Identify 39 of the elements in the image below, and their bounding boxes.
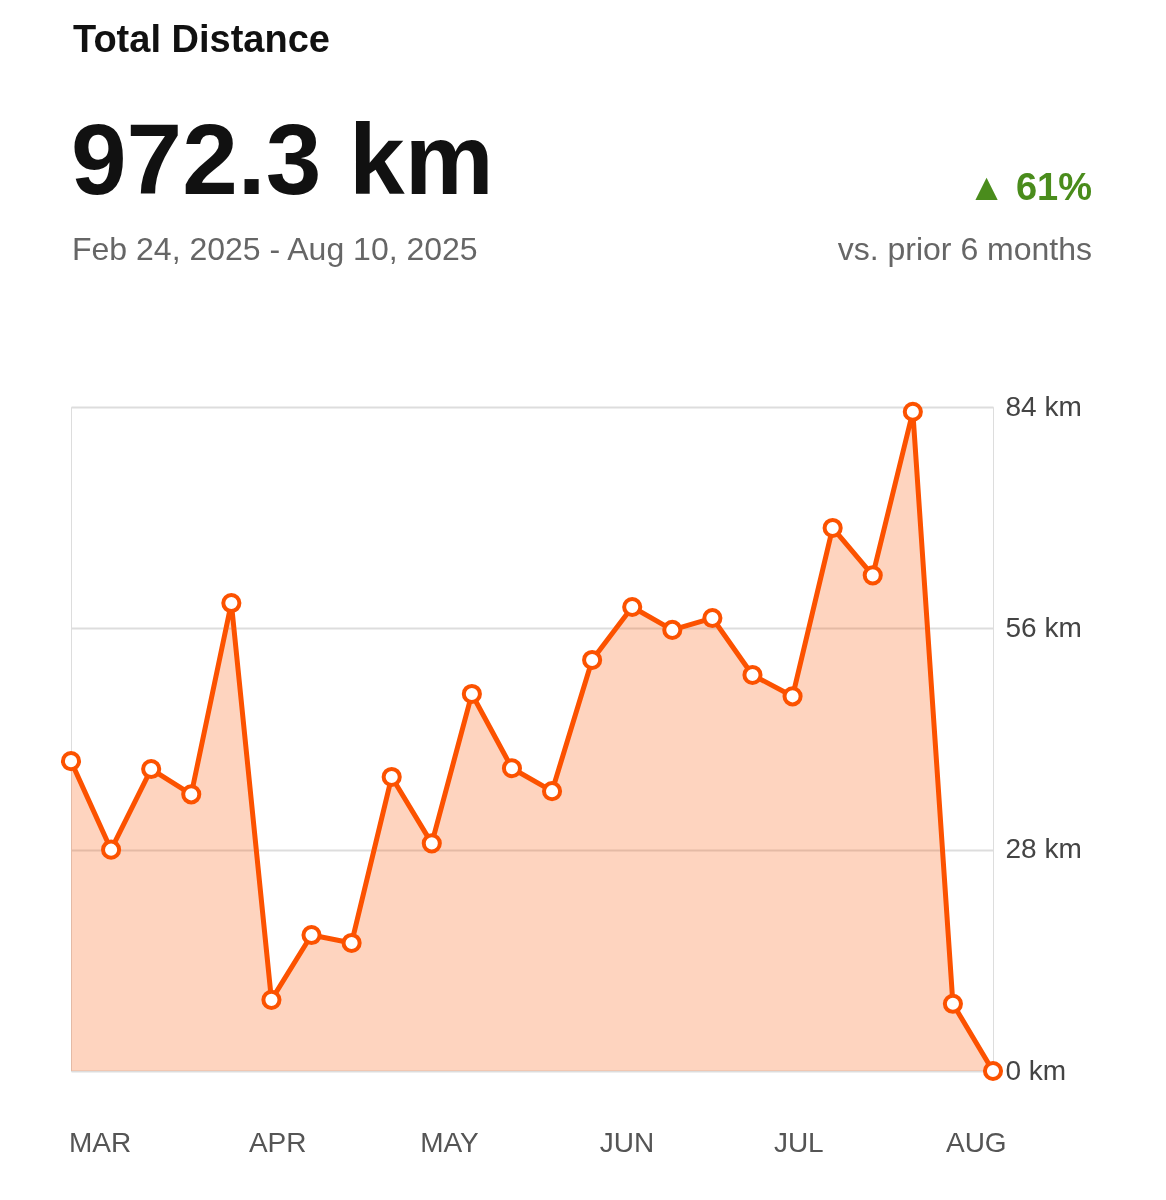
point bbox=[541, 781, 563, 802]
point bbox=[582, 649, 603, 670]
text: vs. prior 6 months bbox=[837, 231, 1092, 267]
chart-subtitle: Feb 24, 2025 - Aug 10, 2025 bbox=[72, 231, 478, 267]
chart-title: Total Distance bbox=[73, 18, 330, 60]
point bbox=[461, 683, 482, 704]
point bbox=[221, 592, 242, 614]
x-tick-label: APR bbox=[248, 1126, 307, 1158]
point bbox=[381, 766, 402, 787]
point bbox=[60, 751, 82, 772]
x-tick-label: MAY bbox=[420, 1126, 480, 1158]
text: ▲ 61% bbox=[967, 166, 1092, 208]
point bbox=[101, 839, 122, 860]
point bbox=[662, 619, 683, 640]
y-tick-label: 56 km bbox=[1005, 611, 1082, 643]
point bbox=[942, 993, 963, 1014]
x-tick-label: AUG bbox=[945, 1126, 1007, 1158]
point bbox=[261, 989, 282, 1010]
point bbox=[822, 517, 843, 538]
point bbox=[421, 833, 442, 854]
point bbox=[622, 596, 643, 618]
point bbox=[501, 758, 523, 779]
x-tick-label: JUN bbox=[599, 1126, 655, 1158]
point bbox=[181, 784, 202, 805]
x-tick-label: MAR bbox=[69, 1126, 132, 1158]
y-tick-label: 84 km bbox=[1005, 390, 1082, 422]
point bbox=[782, 686, 803, 707]
point bbox=[141, 758, 162, 780]
point bbox=[301, 924, 322, 946]
y-tick-label: 0 km bbox=[1005, 1054, 1067, 1086]
y-tick-label: 28 km bbox=[1005, 833, 1082, 865]
point bbox=[902, 401, 923, 422]
text: 972.3 km bbox=[71, 103, 494, 215]
point bbox=[341, 932, 362, 953]
point bbox=[742, 664, 763, 686]
x-tick-label: JUL bbox=[773, 1126, 824, 1158]
point bbox=[702, 608, 723, 629]
point bbox=[862, 565, 883, 586]
point bbox=[982, 1060, 1004, 1082]
